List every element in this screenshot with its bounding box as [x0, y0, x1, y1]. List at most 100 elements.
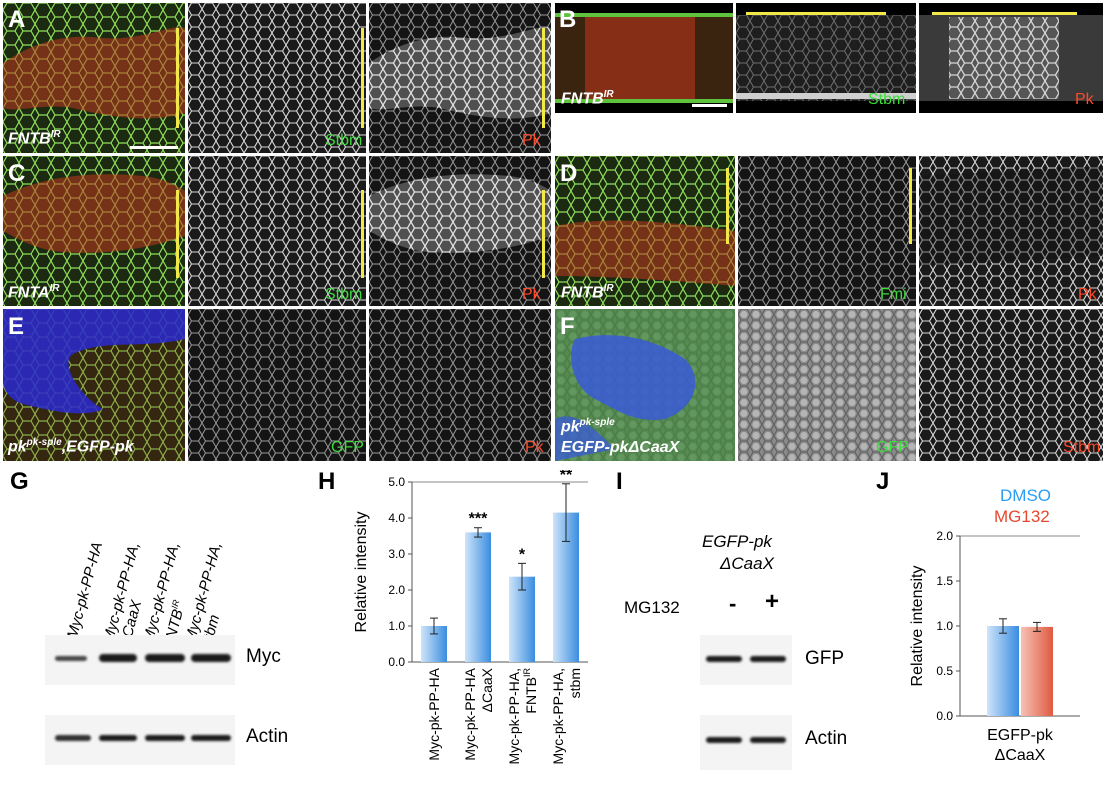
channel-label: Pk	[522, 286, 541, 303]
y-tick-label: 5.0	[388, 475, 405, 489]
panel-label-a: A	[8, 6, 26, 33]
blot-i-title-line2: ΔCaaX	[720, 554, 774, 573]
x-tick-label-line: stbm	[567, 668, 583, 698]
channel-label: Pk	[1078, 286, 1097, 303]
legend-dmso: DMSO	[1000, 486, 1051, 505]
panel-d-fmi	[738, 156, 916, 306]
scale-indicator	[909, 168, 912, 244]
channel-label: Stbm	[325, 132, 363, 149]
panel-label-g: G	[10, 468, 29, 495]
pk-image	[919, 156, 1103, 306]
x-tick-label: Myc-pk-PP-HA	[426, 667, 442, 760]
genotype-label: FNTBIR	[8, 129, 61, 148]
y-tick-label: 1.0	[388, 619, 405, 633]
scale-indicator	[726, 168, 729, 244]
panel-label-e: E	[8, 313, 25, 340]
pk-image	[369, 309, 551, 461]
panel-c-pk	[369, 156, 551, 306]
panel-d-pk	[919, 156, 1103, 306]
treatment-minus: -	[729, 591, 737, 616]
x-tick-label-sup: IR	[522, 667, 532, 677]
panel-e-merge-image	[3, 309, 185, 461]
x-tick-label-line: Myc-pk-PP-HA	[426, 667, 442, 760]
panel-f-stbm	[919, 309, 1103, 461]
x-tick-label: Myc-pk-PP-HA, stbm	[550, 668, 583, 764]
x-tick-label-line: Myc-pk-PP-HA,	[550, 668, 566, 764]
channel-label: Pk	[525, 439, 544, 456]
gfp-image	[738, 309, 916, 461]
x-tick-label-line: Myc-pk-PP-HA,	[506, 668, 522, 764]
channel-label: GFP	[331, 439, 364, 456]
panel-b-pk	[919, 3, 1103, 113]
channel-label: Stbm	[868, 91, 906, 108]
scale-bar	[130, 146, 178, 149]
stbm-image	[919, 309, 1103, 461]
significance-label: **	[560, 470, 573, 484]
blot-label-actin: Actin	[805, 728, 848, 749]
panel-label-j: J	[876, 468, 890, 495]
scale-indicator	[361, 28, 364, 128]
scale-bar	[692, 104, 727, 107]
panel-label-d: D	[560, 160, 578, 187]
panel-d-merge	[555, 156, 735, 306]
panel-e-merge	[3, 309, 185, 461]
panel-e-pk	[369, 309, 551, 461]
scale-indicator	[542, 190, 545, 278]
y-tick-label: 2.0	[936, 529, 953, 543]
panel-label-i: I	[616, 468, 623, 495]
blot-gfp	[700, 635, 792, 685]
y-axis-label: Relative intensity	[353, 512, 370, 633]
channel-label: Fmi	[880, 286, 907, 303]
panel-a-merge-image	[3, 3, 185, 153]
channel-label: Pk	[522, 132, 541, 149]
panel-label-f: F	[560, 313, 575, 340]
stbm-image	[188, 3, 366, 153]
x-tick-label-line: ΔCaaX	[479, 667, 495, 712]
bar-dmso	[987, 626, 1019, 716]
y-tick-label: 1.0	[936, 619, 953, 633]
scale-indicator	[932, 12, 1077, 15]
x-tick-label: Myc-pk-PP-HA, FNTBIR	[506, 667, 539, 764]
chart-h: Relative intensity 0.0 1.0 2.0 3.0 4.0 5.0 Myc-…	[353, 470, 588, 764]
blot-actin-i	[700, 715, 792, 770]
blot-i-title: EGFP-pk	[702, 532, 772, 551]
genotype-label-line2: EGFP-pkΔCaaX	[561, 439, 680, 456]
gfp-image	[188, 309, 366, 461]
panel-b-merge	[555, 3, 733, 113]
stbm-image	[736, 3, 916, 113]
panel-f-gfp	[738, 309, 916, 461]
genotype-label: FNTBIR	[561, 89, 614, 108]
chart-j: Relative intensity 0.0 0.5 1.0 1.5 2.0 EGFP-pk…	[909, 529, 1080, 764]
lane-label: Myc-pk-PP-HA	[64, 540, 107, 641]
channel-label: Stbm	[325, 286, 363, 303]
blot-label-gfp: GFP	[805, 648, 845, 669]
blot-label-actin: Actin	[246, 726, 289, 747]
x-tick-label: ΔCaaX	[995, 747, 1046, 764]
panel-a-stbm	[188, 3, 366, 153]
panel-b-merge-image	[555, 3, 733, 113]
y-axis-label: Relative intensity	[909, 566, 926, 687]
bar	[509, 576, 535, 662]
panel-label-c: C	[8, 160, 26, 187]
blot-myc	[45, 635, 235, 685]
panel-f-merge-image	[555, 309, 735, 461]
channel-label: GFP	[876, 439, 909, 456]
panel-f-merge	[555, 309, 735, 461]
genotype-label: FNTBIR	[561, 283, 614, 302]
panel-e-gfp	[188, 309, 366, 461]
y-tick-label: 0.0	[388, 655, 405, 669]
treatment-label: MG132	[624, 598, 680, 617]
y-tick-label: 0.5	[936, 664, 953, 678]
panel-d-merge-image	[555, 156, 735, 306]
genotype-label: pkpk-sple	[561, 417, 615, 436]
scale-indicator	[361, 190, 364, 278]
y-tick-label: 0.0	[936, 709, 953, 723]
stbm-image	[188, 156, 366, 306]
y-tick-label: 4.0	[388, 511, 405, 525]
panel-label-b: B	[559, 6, 577, 33]
y-tick-label: 1.5	[936, 574, 953, 588]
scale-indicator	[746, 12, 886, 15]
panel-a-pk	[369, 3, 551, 153]
genotype-label: pkpk-sple,EGFP-pk	[8, 437, 134, 456]
blot-label-myc: Myc	[246, 646, 281, 667]
